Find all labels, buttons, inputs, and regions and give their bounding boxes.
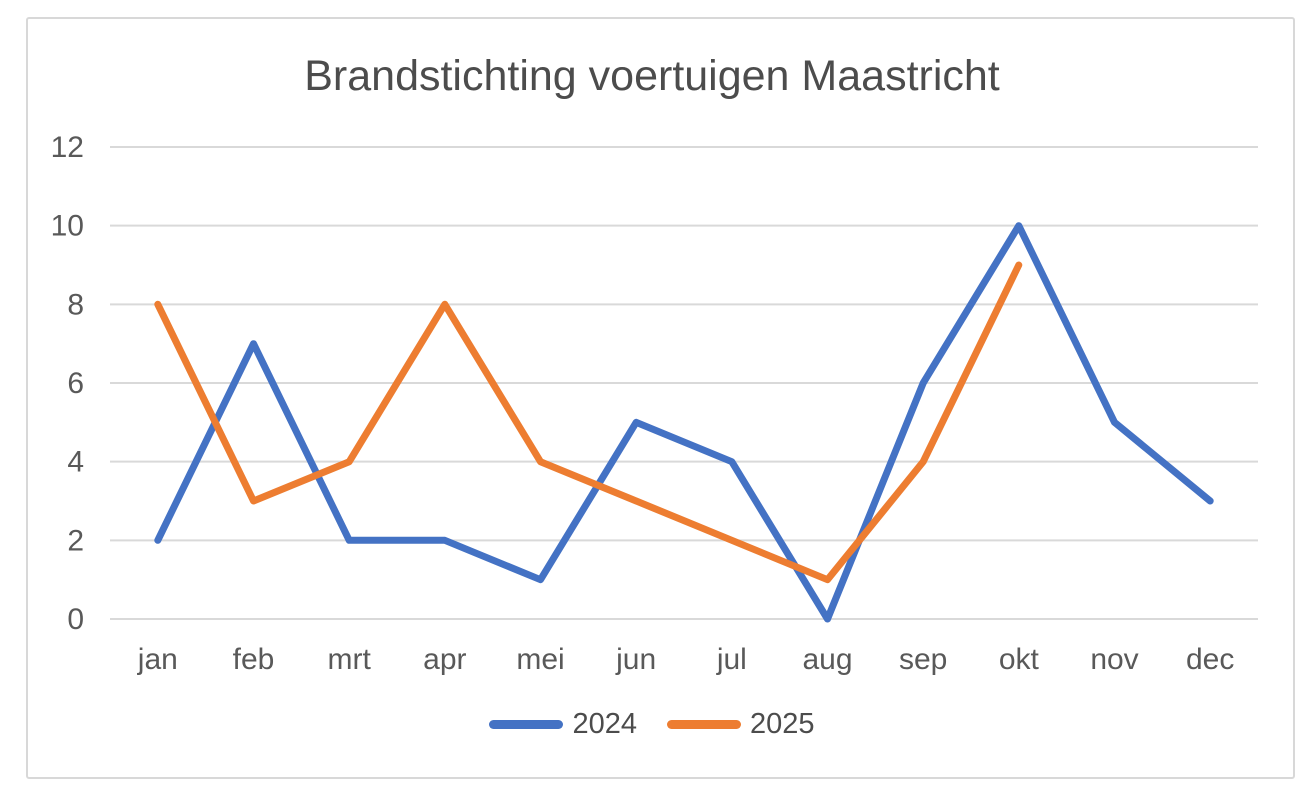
y-tick-label: 10 — [51, 210, 84, 243]
y-tick-label: 12 — [51, 131, 84, 164]
x-tick-label: dec — [1186, 643, 1234, 676]
x-tick-label: jan — [137, 643, 178, 676]
x-tick-label: jul — [716, 643, 747, 676]
x-tick-label: okt — [999, 643, 1040, 676]
chart-frame — [26, 17, 1295, 779]
series-line-2024 — [154, 222, 1214, 623]
y-tick-label: 2 — [67, 524, 84, 557]
legend-marker-2024 — [489, 720, 564, 729]
x-tick-label: aug — [802, 643, 852, 676]
x-tick-label: sep — [899, 643, 947, 676]
chart-title: Brandstichting voertuigen Maastricht — [304, 52, 1000, 100]
x-tick-label: nov — [1090, 643, 1138, 676]
legend-marker-2025 — [667, 720, 741, 729]
legend-label-2025: 2025 — [750, 708, 815, 740]
x-tick-label: jun — [615, 643, 656, 676]
x-tick-label: apr — [423, 643, 466, 676]
y-tick-label: 6 — [67, 367, 84, 400]
x-tick-label: mei — [516, 643, 564, 676]
legend-label-2024: 2024 — [572, 708, 637, 740]
y-tick-label: 0 — [67, 603, 84, 636]
y-tick-label: 8 — [67, 288, 84, 321]
x-tick-label: mrt — [328, 643, 372, 676]
y-tick-label: 4 — [67, 446, 84, 479]
legend-item-2024: 2024 — [489, 708, 637, 741]
x-tick-label: feb — [233, 643, 275, 676]
legend-item-2025: 2025 — [667, 708, 815, 741]
legend: 2024 2025 — [0, 708, 1304, 741]
series-line-2025 — [154, 261, 1023, 584]
